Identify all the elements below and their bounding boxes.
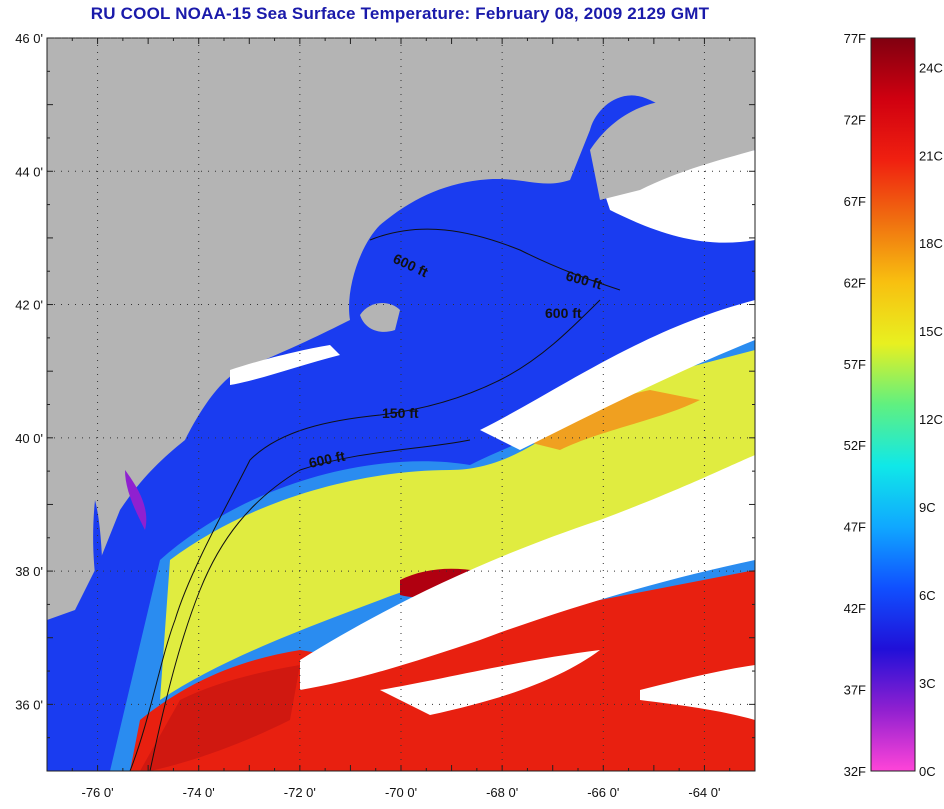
colorbar-f-label: 67F [844,194,866,209]
colorbar-f-label: 52F [844,438,866,453]
contour-150ft [149,439,471,771]
colorbar-f-label: 42F [844,601,866,616]
colorbar-f-label: 62F [844,275,866,290]
warm-eddy [520,390,700,450]
lon-label: -68 0' [486,785,518,800]
land-nova-scotia [590,90,755,200]
colorbar-f-label: 47F [844,520,866,535]
colorbar-c-label: 3C [919,676,936,691]
lat-label: 44 0' [15,164,43,179]
map-title: RU COOL NOAA-15 Sea Surface Temperature:… [90,4,710,23]
long-island [230,345,340,385]
colorbar-f-label: 72F [844,112,866,127]
colorbar-f-label: 57F [844,357,866,372]
lon-label: -76 0' [82,785,114,800]
colorbar-c-label: 9C [919,500,936,515]
warm-yellow-region [160,350,755,700]
contour-600ft [129,299,601,771]
lat-label: 38 0' [15,564,43,579]
lon-label: -74 0' [183,785,215,800]
colorbar-f-label: 32F [844,764,866,779]
contour-label-3: 600 ft [545,305,582,321]
lat-label: 42 0' [15,298,43,313]
colorbar-f-label: 37F [844,683,866,698]
lon-label: -72 0' [284,785,316,800]
lon-label: -70 0' [385,785,417,800]
colorbar-c-label: 6C [919,588,936,603]
colorbar [870,37,916,772]
colorbar-labels: 77F 72F 67F 62F 57F 52F 47F 42F 37F 32F 24C 21C 18C 1… [844,31,943,779]
cloud-band-1 [300,455,755,690]
colorbar-c-label: 0C [919,764,936,779]
contour-label-5: 600 ft [307,448,346,471]
lat-label: 46 0' [15,31,43,46]
colorbar-c-label: 12C [919,412,943,427]
cloud-band-2 [480,300,755,450]
colorbar-c-label: 24C [919,60,943,75]
delaware-bay [125,470,147,530]
map-area [47,38,755,771]
colorbar-c-label: 18C [919,236,943,251]
lat-label: 36 0' [15,697,43,712]
cape-cod [360,303,400,332]
axis-ticks: 46 0' 44 0' 42 0' 40 0' 38 0' 36 0' -76 0' -74 … [15,31,756,800]
contour-label-4: 150 ft [382,405,419,421]
colorbar-c-label: 21C [919,148,943,163]
colorbar-f-label: 77F [844,31,866,46]
colorbar-c-label: 15C [919,324,943,339]
land-mainland [47,38,755,620]
lon-label: -66 0' [587,785,619,800]
lat-label: 40 0' [15,431,43,446]
lon-label: -64 0' [688,785,720,800]
